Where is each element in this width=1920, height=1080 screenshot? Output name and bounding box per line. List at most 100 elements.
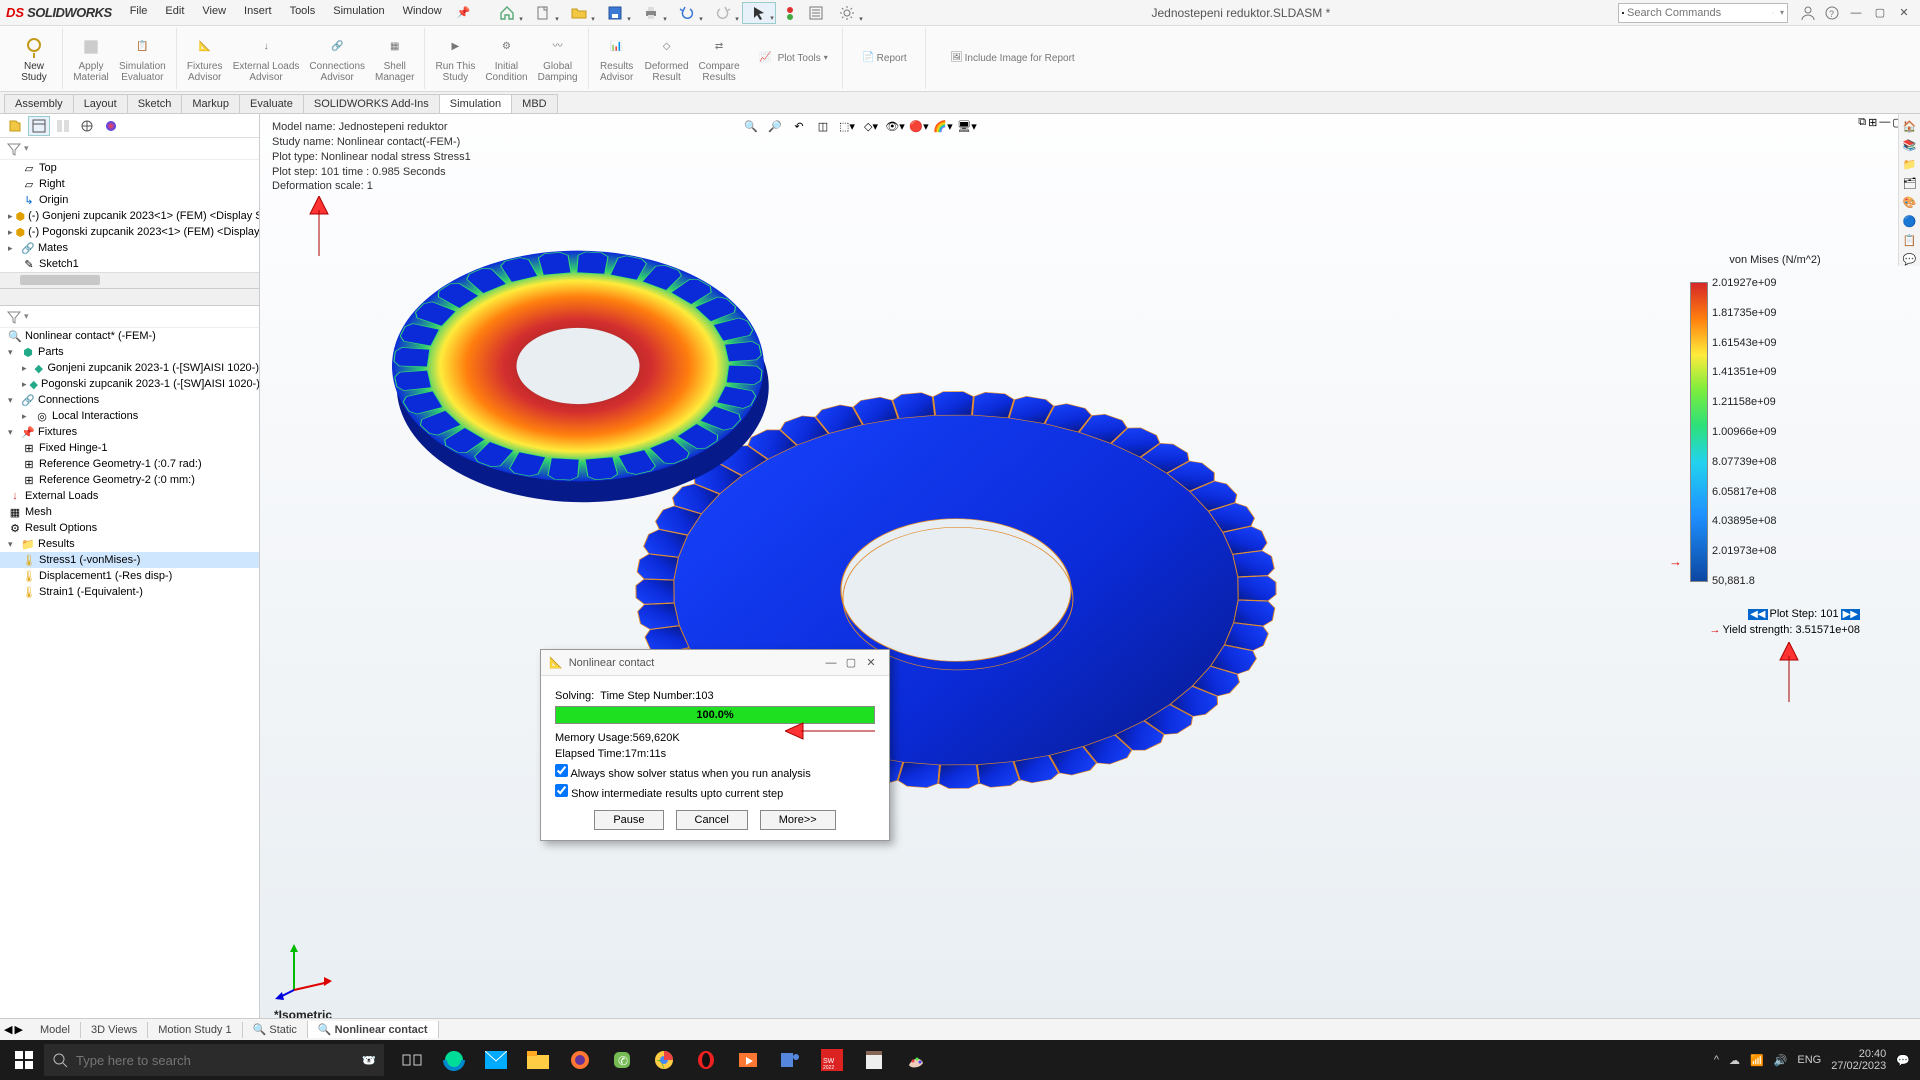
dialog-titlebar[interactable]: 📐 Nonlinear contact — ▢ ✕ [541, 650, 889, 676]
btab-3d-views[interactable]: 3D Views [81, 1022, 148, 1038]
taskbar-search-input[interactable] [76, 1053, 354, 1068]
maximize-icon[interactable]: ▢ [1870, 3, 1890, 23]
help-icon[interactable]: ? [1822, 3, 1842, 23]
rib-shell-manager[interactable]: ▦Shell Manager [371, 30, 418, 88]
rib-deformed-result[interactable]: ◇Deformed Result [641, 30, 693, 88]
tree-hscroll[interactable] [0, 272, 259, 288]
plot-step-controls[interactable]: ◀◀ Plot Step: 101 ▶▶ [1748, 608, 1860, 620]
select-icon[interactable] [742, 2, 776, 24]
cancel-button[interactable]: Cancel [676, 810, 748, 830]
app-solidworks-icon[interactable]: SW2022 [812, 1040, 852, 1080]
user-icon[interactable] [1798, 3, 1818, 23]
tab-scroll-left-icon[interactable]: ◀ [4, 1023, 12, 1036]
render-icon[interactable]: 🖥▾ [956, 116, 978, 136]
tray-wifi-icon[interactable]: 📶 [1750, 1054, 1764, 1067]
part-item-2[interactable]: ▸◆Pogonski zupcanik 2023-1 (-[SW]AISI 10… [0, 376, 259, 392]
sketch1[interactable]: ✎Sketch1 [0, 256, 259, 272]
tree-tab-property-icon[interactable] [28, 116, 50, 136]
chk-always-show[interactable]: Always show solver status when you run a… [555, 768, 811, 780]
tab-scroll-right-icon[interactable]: ▶ [14, 1023, 22, 1036]
section-view-icon[interactable]: ◫ [812, 116, 834, 136]
tree-tab-dim-icon[interactable] [76, 116, 98, 136]
home-icon[interactable] [490, 2, 524, 24]
options-icon[interactable] [804, 2, 828, 24]
rib-plot-tools[interactable]: 📈Plot Tools▾ [746, 30, 836, 88]
vp-min-icon[interactable]: — [1879, 116, 1890, 129]
rib-report[interactable]: 📄Report [849, 46, 919, 72]
rib-sim-evaluator[interactable]: 📋Simulation Evaluator [115, 30, 170, 88]
rib-include-image[interactable]: 🖼Include Image for Report [932, 46, 1092, 72]
settings-icon[interactable] [830, 2, 864, 24]
app-opera-icon[interactable] [686, 1040, 726, 1080]
dialog-close-icon[interactable]: ✕ [861, 653, 881, 673]
tab-markup[interactable]: Markup [181, 94, 240, 113]
tray-chevron-icon[interactable]: ^ [1714, 1054, 1719, 1066]
taskpane-forum-icon[interactable]: 💬 [1903, 253, 1917, 266]
tree-tab-appearance-icon[interactable] [100, 116, 122, 136]
rib-ext-loads[interactable]: ↓External Loads Advisor [229, 30, 304, 88]
rib-apply-material[interactable]: Apply Material [69, 30, 113, 88]
save-icon[interactable] [598, 2, 632, 24]
zoom-area-icon[interactable]: 🔎 [764, 116, 786, 136]
app-mail-icon[interactable] [476, 1040, 516, 1080]
fixture-3[interactable]: ⊞Reference Geometry-2 (:0 mm:) [0, 472, 259, 488]
search-commands-input[interactable] [1627, 7, 1769, 19]
tray-onedrive-icon[interactable]: ☁ [1729, 1054, 1740, 1067]
btab-nonlinear[interactable]: 🔍 Nonlinear contact [308, 1021, 439, 1038]
dialog-minimize-icon[interactable]: — [821, 653, 841, 673]
fixture-2[interactable]: ⊞Reference Geometry-1 (:0.7 rad:) [0, 456, 259, 472]
tray-lang[interactable]: ENG [1797, 1054, 1821, 1066]
tree-tab-feature-icon[interactable] [4, 116, 26, 136]
btab-model[interactable]: Model [30, 1022, 81, 1038]
rib-results-advisor[interactable]: 📊Results Advisor [595, 30, 639, 88]
study-filter[interactable]: ▾ [0, 306, 259, 328]
app-firefox-icon[interactable] [560, 1040, 600, 1080]
tray-notifications-icon[interactable]: 💬 [1896, 1054, 1910, 1067]
app-notes-icon[interactable] [854, 1040, 894, 1080]
rib-global-damping[interactable]: 〰Global Damping [534, 30, 582, 88]
origin[interactable]: ↳Origin [0, 192, 259, 208]
ext-loads[interactable]: ↓External Loads [0, 488, 259, 504]
pause-button[interactable]: Pause [594, 810, 663, 830]
vp-link-icon[interactable]: ⊞ [1868, 116, 1877, 129]
taskpane-resources-icon[interactable]: 📚 [1903, 139, 1917, 152]
menu-pin-icon[interactable]: 📌 [452, 2, 476, 24]
tab-layout[interactable]: Layout [73, 94, 128, 113]
rib-compare-results[interactable]: ⇄Compare Results [695, 30, 744, 88]
search-commands[interactable]: >_ ▾ [1618, 3, 1788, 23]
rib-connections[interactable]: 🔗Connections Advisor [305, 30, 369, 88]
rib-fixtures[interactable]: 📐Fixtures Advisor [183, 30, 227, 88]
zoom-fit-icon[interactable]: 🔍 [740, 116, 762, 136]
prev-view-icon[interactable]: ↶ [788, 116, 810, 136]
app-paint-icon[interactable] [896, 1040, 936, 1080]
minimize-icon[interactable]: — [1846, 3, 1866, 23]
rib-initial-cond[interactable]: ⚙Initial Condition [481, 30, 531, 88]
rebuild-icon[interactable] [778, 2, 802, 24]
result-options[interactable]: ⚙Result Options [0, 520, 259, 536]
menu-edit[interactable]: Edit [157, 2, 192, 24]
menu-insert[interactable]: Insert [236, 2, 280, 24]
menu-view[interactable]: View [194, 2, 234, 24]
tray-volume-icon[interactable]: 🔊 [1774, 1054, 1788, 1067]
hide-show-icon[interactable]: 👁▾ [884, 116, 906, 136]
fixtures-folder[interactable]: ▾📌Fixtures [0, 424, 259, 440]
app-edge-icon[interactable] [434, 1040, 474, 1080]
tab-mbd[interactable]: MBD [511, 94, 557, 113]
print-icon[interactable] [634, 2, 668, 24]
redo-icon[interactable] [706, 2, 740, 24]
tree-filter[interactable]: ▾ [0, 138, 259, 160]
view-triad[interactable] [274, 940, 334, 1000]
btab-static[interactable]: 🔍 Static [243, 1021, 308, 1038]
taskpane-design-lib-icon[interactable]: 📁 [1903, 158, 1917, 171]
app-chrome-icon[interactable] [644, 1040, 684, 1080]
app-teams-icon[interactable] [770, 1040, 810, 1080]
component-1[interactable]: ▸⬢(-) Gonjeni zupcanik 2023<1> (FEM) <Di… [0, 208, 259, 224]
result-stress[interactable]: 🌡Stress1 (-vonMises-) [0, 552, 259, 568]
local-interactions[interactable]: ▸◎Local Interactions [0, 408, 259, 424]
result-strain[interactable]: 🌡Strain1 (-Equivalent-) [0, 584, 259, 600]
mesh[interactable]: ▦Mesh [0, 504, 259, 520]
plane-right[interactable]: ▱Right [0, 176, 259, 192]
plot-step-prev-icon[interactable]: ◀◀ [1748, 609, 1767, 620]
fixture-1[interactable]: ⊞Fixed Hinge-1 [0, 440, 259, 456]
mates-folder[interactable]: ▸🔗Mates [0, 240, 259, 256]
